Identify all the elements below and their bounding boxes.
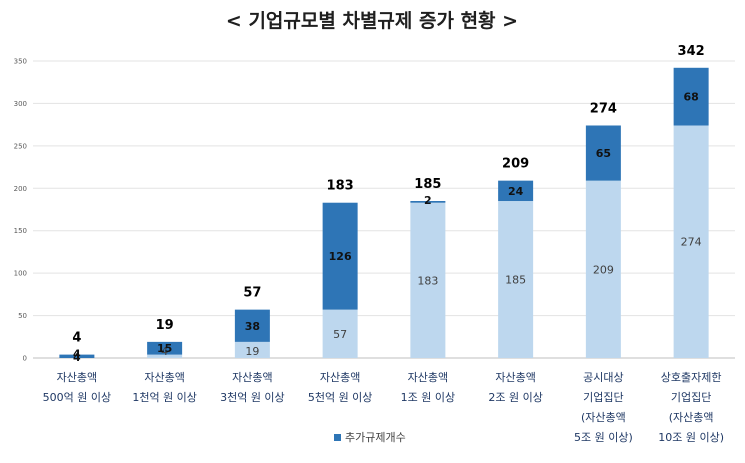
total-label: 57: [243, 286, 261, 301]
category-label: 500억 원 이상: [43, 391, 111, 404]
base-value-label: 209: [593, 263, 614, 276]
bar-added: [234, 309, 270, 342]
bar-added: [498, 180, 534, 202]
bar-base: [322, 309, 358, 358]
total-label: 274: [590, 101, 617, 116]
y-tick-label: 0: [23, 355, 27, 363]
bar-base: [147, 354, 183, 358]
bar-labels: 4444151919385757126183183218518524209209…: [72, 44, 704, 364]
added-value-label: 24: [508, 185, 524, 198]
category-label: 자산총액: [57, 371, 97, 384]
category-label: 1조 원 이상: [401, 391, 455, 404]
total-label: 185: [414, 177, 441, 192]
base-value-label: 19: [245, 345, 259, 358]
added-value-label: 68: [683, 91, 698, 104]
legend-swatch: [334, 434, 341, 441]
base-value-label: 183: [417, 274, 438, 287]
category-label: 기업집단: [583, 391, 623, 404]
category-label: (자산총액: [581, 411, 626, 424]
y-tick-label: 250: [14, 142, 27, 150]
y-axis: 0 50 100 150 200 250 300 350: [14, 58, 27, 363]
category-label: (자산총액: [669, 411, 714, 424]
added-value-label: 65: [596, 147, 611, 160]
category-label: 자산총액: [495, 371, 535, 384]
bar-added: [673, 67, 709, 126]
category-label: 5조 원 이상): [574, 431, 633, 444]
bar-base: [410, 202, 446, 358]
y-tick-label: 200: [14, 185, 27, 193]
legend: 추가규제개수: [334, 431, 406, 444]
y-tick-label: 150: [14, 227, 27, 235]
category-label: 자산총액: [408, 371, 448, 384]
y-tick-label: 350: [14, 58, 27, 66]
category-label: 자산총액: [320, 371, 360, 384]
total-label: 342: [678, 44, 705, 59]
total-label: 4: [72, 331, 81, 346]
bar-added: [410, 201, 446, 203]
category-label: 자산총액: [232, 371, 272, 384]
category-label: 자산총액: [144, 371, 184, 384]
category-label: 10조 원 이상): [658, 431, 724, 444]
x-axis: 자산총액 500억 원 이상 자산총액 1천억 원 이상 자산총액 3천억 원 이상 자산총…: [43, 371, 724, 444]
category-label: 2조 원 이상: [488, 391, 542, 404]
bars: [59, 67, 709, 359]
category-label: 상호출자제한: [661, 371, 722, 384]
added-value-label: 126: [329, 250, 352, 263]
base-value-label: 274: [681, 236, 702, 249]
category-label: 5천억 원 이상: [308, 390, 373, 404]
bar-base: [585, 180, 621, 358]
bar-base: [673, 125, 709, 359]
y-tick-label: 300: [14, 100, 27, 108]
bar-added: [59, 354, 95, 358]
total-label: 183: [327, 179, 354, 194]
added-value-label: 38: [245, 320, 260, 333]
added-value-label: 15: [157, 342, 172, 355]
category-label: 3천억 원 이상: [220, 390, 285, 404]
chart-title: < 기업규모별 차별규제 증가 현황 >: [226, 9, 518, 32]
y-tick-label: 50: [18, 312, 27, 320]
grid: [33, 60, 735, 359]
category-label: 공시대상: [583, 371, 623, 384]
bar-base: [498, 201, 534, 358]
added-value-label: 4: [73, 348, 81, 361]
bar-base: [234, 341, 270, 358]
bar-added: [147, 341, 183, 355]
legend-label: 추가규제개수: [345, 431, 406, 444]
added-value-label: 2: [424, 194, 432, 207]
bar-added: [322, 202, 358, 310]
category-label: 1천억 원 이상: [132, 390, 197, 404]
base-value-label: 4: [161, 345, 168, 358]
base-value-label: 185: [505, 274, 526, 287]
base-value-label: 57: [333, 328, 347, 341]
base-value-label: 4: [73, 351, 81, 364]
bar-added: [585, 125, 621, 181]
total-label: 19: [156, 318, 174, 333]
total-label: 209: [502, 157, 529, 172]
y-tick-label: 100: [14, 270, 27, 278]
category-label: 기업집단: [671, 391, 711, 404]
